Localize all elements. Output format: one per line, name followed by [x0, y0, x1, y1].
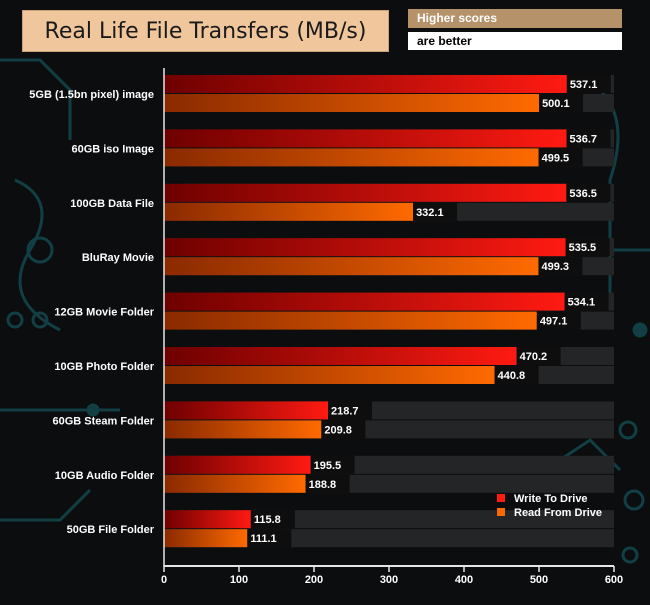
x-tick-label: 200: [305, 574, 323, 586]
data-label-background: [538, 148, 583, 167]
x-tick-label: 500: [530, 574, 548, 586]
data-label-background: [538, 257, 583, 276]
data-label-background: [566, 75, 611, 93]
bar-read-from-drive-bluray-movie: [164, 257, 539, 276]
data-label-background: [564, 292, 609, 311]
data-label: 536.5: [569, 188, 597, 200]
data-label-background: [494, 366, 539, 384]
category-label: 50GB File Folder: [67, 524, 155, 536]
data-label: 332.1: [416, 207, 444, 219]
legend-swatch: [497, 508, 505, 516]
data-label: 209.8: [324, 424, 352, 436]
bar-read-from-drive-60gb-iso-image: [164, 148, 539, 167]
data-label: 195.5: [314, 460, 342, 472]
category-label: 10GB Audio Folder: [55, 470, 155, 482]
bar-write-to-drive-bluray-movie: [164, 238, 566, 257]
data-label-background: [250, 510, 295, 529]
bar-write-to-drive-10gb-audio-folder: [164, 455, 311, 474]
data-label-background: [328, 401, 373, 420]
legend-label: Write To Drive: [514, 493, 588, 505]
data-label: 499.5: [542, 152, 570, 164]
bar-read-from-drive-60gb-steam-folder: [164, 420, 322, 439]
bar-write-to-drive-60gb-iso-image: [164, 129, 567, 148]
data-label: 111.1: [250, 533, 276, 545]
x-tick-label: 0: [161, 574, 167, 586]
data-label: 470.2: [520, 351, 548, 363]
data-label: 500.1: [542, 98, 570, 110]
category-label: 10GB Photo Folder: [54, 361, 154, 373]
category-label: 60GB iso Image: [71, 143, 154, 155]
data-label-background: [305, 474, 350, 493]
data-label: 497.1: [540, 316, 568, 328]
data-label-background: [321, 420, 366, 439]
bar-write-to-drive-60gb-steam-folder: [164, 401, 329, 420]
data-label-background: [536, 311, 581, 330]
bar-write-to-drive-12gb-movie-folder: [164, 292, 565, 311]
data-label: 440.8: [498, 370, 526, 382]
data-label: 535.5: [569, 242, 597, 254]
note-are-better: are better: [408, 32, 622, 50]
note-higher-scores: Higher scores: [408, 9, 622, 28]
bar-read-from-drive-5gb-1-5bn-pixel-image: [164, 94, 540, 112]
x-tick-label: 600: [605, 574, 623, 586]
data-label-background: [413, 202, 458, 221]
x-tick-label: 100: [230, 574, 248, 586]
category-labels: 5GB (1.5bn pixel) image 60GB iso Image 100…: [29, 89, 154, 536]
data-label: 534.1: [568, 297, 596, 309]
data-label: 218.7: [331, 405, 359, 417]
data-label-background: [565, 238, 610, 257]
bar-write-to-drive-10gb-photo-folder: [164, 347, 517, 365]
bar-write-to-drive-5gb-1-5bn-pixel-image: [164, 75, 567, 93]
bar-write-to-drive-50gb-file-folder: [164, 510, 251, 529]
legend: Write To Drive Read From Drive: [497, 493, 602, 519]
data-label-background: [539, 94, 584, 112]
chart-title: Real Life File Transfers (MB/s): [22, 10, 389, 52]
x-tick-label: 300: [380, 574, 398, 586]
legend-label: Read From Drive: [514, 507, 602, 519]
data-label-background: [516, 347, 561, 365]
x-tick-label: 400: [455, 574, 473, 586]
data-label-background: [247, 529, 292, 548]
x-axis-ticks: 0 100 200 300 400 500 600: [161, 566, 623, 586]
data-label: 188.8: [309, 479, 337, 491]
data-label-background: [566, 183, 611, 202]
bar-read-from-drive-12gb-movie-folder: [164, 311, 537, 330]
bar-read-from-drive-50gb-file-folder: [164, 529, 248, 548]
category-label: 12GB Movie Folder: [54, 307, 154, 319]
data-label-background: [566, 129, 611, 148]
category-label: BluRay Movie: [82, 252, 154, 264]
bar-read-from-drive-10gb-audio-folder: [164, 474, 306, 493]
data-label: 115.8: [254, 514, 281, 526]
bar-read-from-drive-10gb-photo-folder: [164, 366, 495, 384]
category-label: 100GB Data File: [70, 198, 154, 210]
legend-swatch: [497, 494, 505, 502]
bar-read-from-drive-100gb-data-file: [164, 202, 414, 221]
data-label: 537.1: [570, 79, 598, 91]
data-label-background: [310, 455, 355, 474]
category-label: 60GB Steam Folder: [53, 415, 155, 427]
bar-write-to-drive-100gb-data-file: [164, 183, 567, 202]
category-label: 5GB (1.5bn pixel) image: [29, 89, 154, 101]
data-label: 499.3: [541, 261, 569, 273]
data-label: 536.7: [570, 133, 598, 145]
